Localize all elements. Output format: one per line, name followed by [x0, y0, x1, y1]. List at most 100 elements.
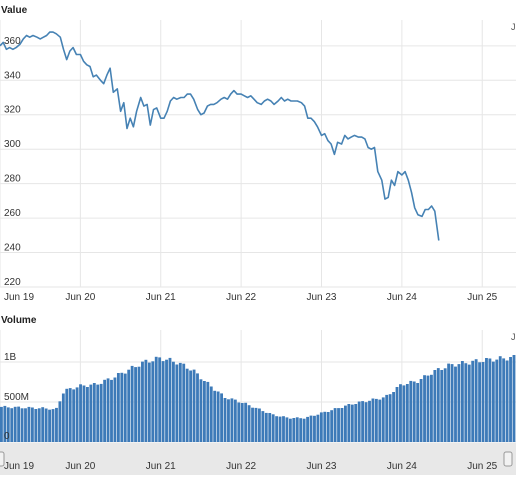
price-y-tick-label: 340 [4, 70, 21, 81]
volume-bar [55, 407, 58, 442]
volume-bar [292, 418, 296, 442]
price-y-tick-label: 320 [4, 105, 21, 116]
volume-y-tick-label: 1B [4, 352, 17, 363]
volume-bar [99, 383, 103, 442]
volume-bar [337, 408, 340, 442]
volume-bar [175, 364, 179, 442]
volume-bar [426, 375, 430, 442]
volume-bar [116, 373, 120, 442]
volume-bar [309, 415, 313, 442]
volume-bar [158, 357, 162, 442]
volume-bar [464, 363, 468, 442]
volume-bar [209, 386, 213, 442]
volume-bar [20, 408, 24, 442]
volume-bar [51, 409, 55, 442]
volume-edge-label: J [511, 332, 516, 342]
volume-x-tick-label: Jun 20 [65, 461, 95, 472]
volume-bar [185, 368, 189, 442]
volume-bar [199, 379, 203, 442]
volume-bar [357, 401, 361, 442]
price-panel-title: Value [1, 5, 28, 16]
volume-bar [178, 362, 182, 442]
navigator-right-handle[interactable] [503, 451, 513, 467]
volume-bar [485, 358, 488, 442]
volume-bar [460, 361, 464, 442]
volume-bar [30, 407, 34, 442]
volume-bar [61, 393, 65, 442]
volume-x-tick-label: Jun 22 [226, 461, 256, 472]
navigator-left-handle-grip[interactable] [0, 451, 5, 467]
volume-bar [333, 408, 337, 442]
volume-bar [202, 381, 206, 442]
volume-bar [27, 406, 31, 442]
volume-bar [440, 370, 444, 442]
volume-bar [17, 406, 21, 442]
volume-bar [502, 358, 506, 442]
price-x-tick-label: Jun 22 [226, 292, 256, 303]
volume-bar [443, 368, 447, 442]
volume-bar [141, 361, 144, 442]
volume-bar [495, 359, 499, 442]
volume-bar [344, 405, 347, 442]
volume-bar [299, 418, 303, 442]
volume-bar [405, 384, 409, 442]
volume-bar [6, 407, 10, 442]
volume-bar [381, 397, 385, 442]
price-x-tick-label: Jun 20 [65, 292, 95, 303]
navigator-left-handle[interactable] [0, 451, 5, 467]
volume-bar [419, 379, 423, 442]
volume-bar [416, 383, 420, 442]
volume-bar [103, 379, 107, 442]
volume-bar [509, 357, 512, 442]
volume-bar [268, 413, 272, 442]
volume-bar [364, 402, 368, 442]
volume-bars [0, 355, 516, 442]
volume-bar [192, 369, 196, 442]
price-series-line [0, 31, 440, 241]
volume-bar [319, 412, 323, 442]
volume-bar [13, 406, 17, 442]
volume-bar [37, 408, 41, 442]
volume-bar [275, 416, 279, 442]
volume-bar [233, 399, 237, 442]
volume-panel-title: Volume [1, 315, 37, 326]
volume-bar [123, 373, 127, 442]
volume-bar [481, 362, 485, 442]
volume-bar [3, 405, 7, 442]
price-y-tick-label: 300 [4, 139, 21, 150]
volume-bar [302, 418, 306, 442]
volume-bar [165, 359, 168, 442]
volume-bar [68, 388, 72, 442]
volume-bar [313, 415, 316, 442]
volume-bar [82, 385, 86, 442]
volume-x-ticks: Jun 19 Jun 20 Jun 21 Jun 22 Jun 23 Jun 24 Jun … [4, 461, 498, 472]
volume-bar [79, 384, 82, 442]
volume-bar [161, 361, 165, 442]
volume-bar [323, 411, 327, 442]
navigator-background[interactable] [0, 443, 516, 475]
volume-bar [48, 409, 51, 442]
volume-bar [92, 383, 96, 442]
volume-bar [361, 401, 365, 442]
volume-bar [182, 363, 186, 442]
volume-bar [89, 384, 93, 442]
volume-bar [399, 384, 402, 442]
volume-bar [10, 408, 14, 442]
volume-bar [237, 402, 241, 442]
volume-bar [388, 394, 392, 442]
volume-bar [196, 373, 199, 442]
price-edge-label: J [511, 22, 516, 32]
volume-bar [368, 400, 371, 442]
volume-bar [247, 405, 251, 442]
volume-bar [75, 387, 79, 442]
volume-bar [402, 385, 406, 442]
volume-bar [447, 363, 451, 442]
volume-bar [326, 412, 330, 442]
volume-y-tick-label: 0 [4, 431, 10, 442]
volume-bar [258, 408, 261, 442]
volume-bar [144, 359, 148, 442]
navigator-right-handle-grip[interactable] [503, 451, 513, 467]
price-grid [0, 20, 516, 288]
volume-x-tick-label: Jun 21 [146, 461, 176, 472]
